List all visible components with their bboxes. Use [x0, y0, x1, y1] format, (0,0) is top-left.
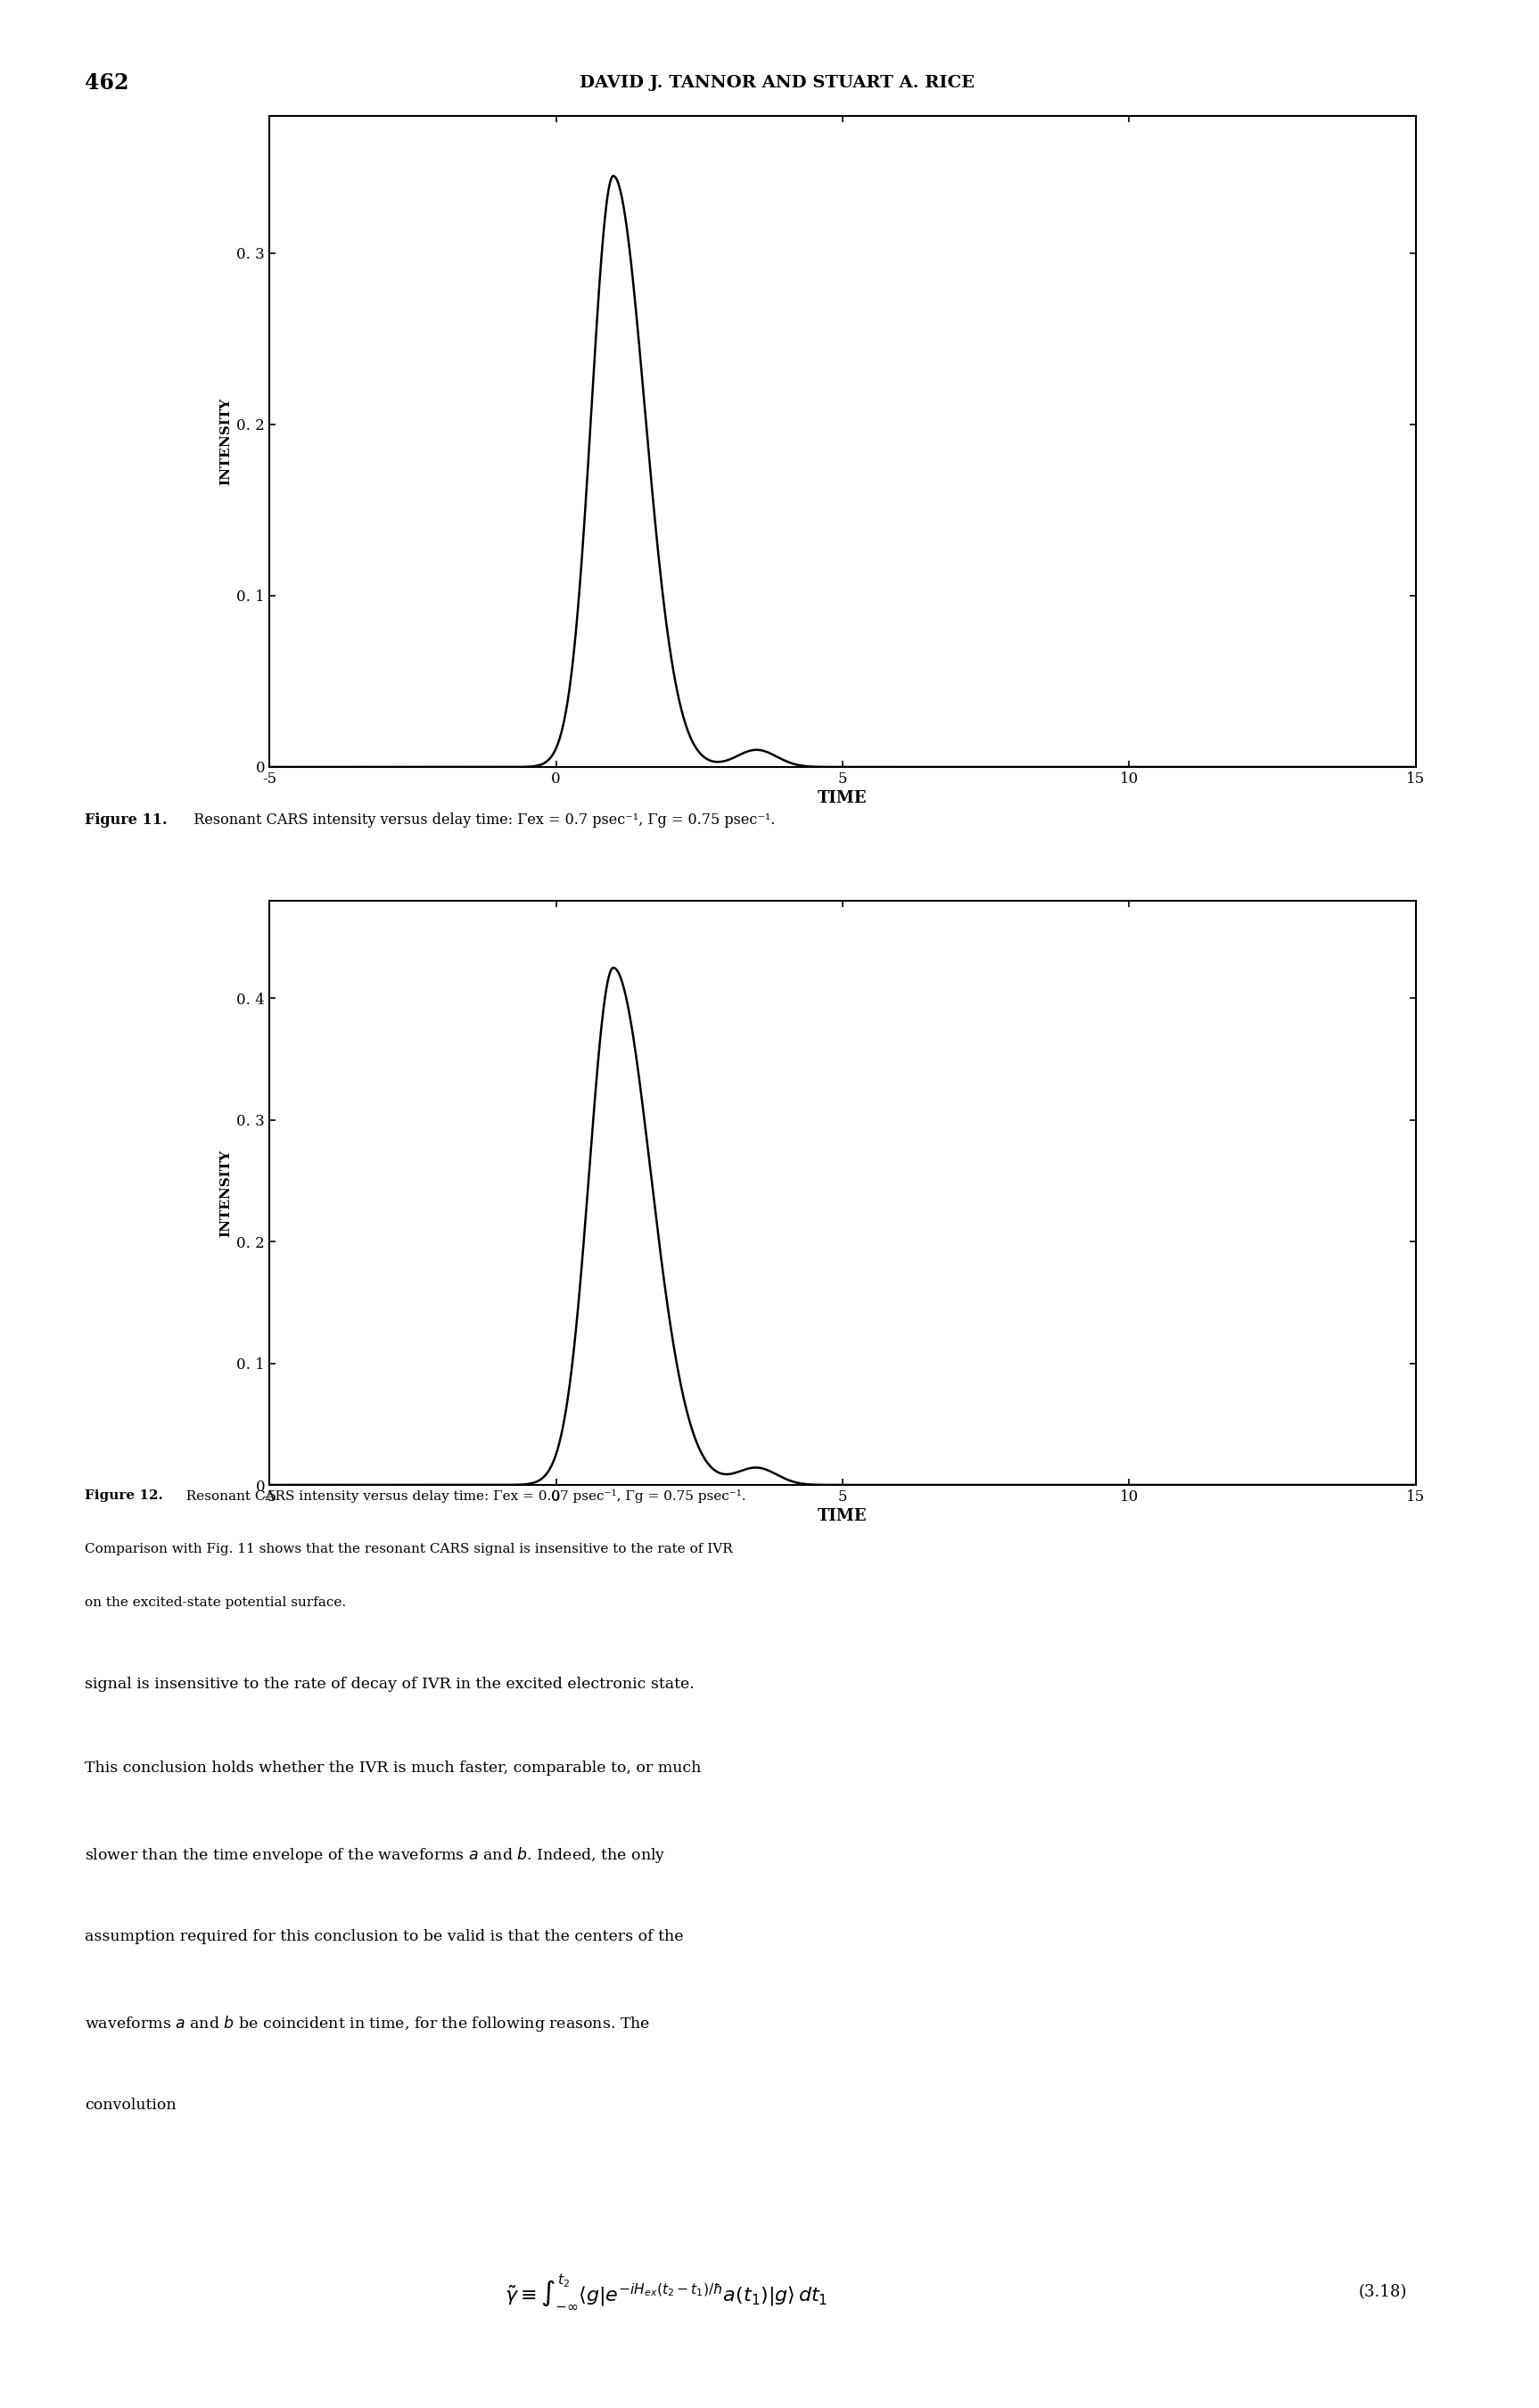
Text: Figure 11.: Figure 11.: [85, 814, 168, 828]
Y-axis label: INTENSITY: INTENSITY: [219, 1149, 232, 1238]
Text: Figure 12.: Figure 12.: [85, 1491, 163, 1503]
Text: signal is insensitive to the rate of decay of IVR in the excited electronic stat: signal is insensitive to the rate of dec…: [85, 1676, 694, 1693]
Text: waveforms $a$ and $b$ be coincident in time, for the following reasons. The: waveforms $a$ and $b$ be coincident in t…: [85, 2013, 649, 2032]
Text: Comparison with Fig. 11 shows that the resonant CARS signal is insensitive to th: Comparison with Fig. 11 shows that the r…: [85, 1544, 733, 1556]
Text: 462: 462: [85, 72, 129, 94]
Text: This conclusion holds whether the IVR is much faster, comparable to, or much: This conclusion holds whether the IVR is…: [85, 1760, 702, 1777]
Text: (3.18): (3.18): [1359, 2285, 1408, 2300]
Text: on the excited-state potential surface.: on the excited-state potential surface.: [85, 1597, 346, 1609]
Text: convolution: convolution: [85, 2097, 175, 2112]
Y-axis label: INTENSITY: INTENSITY: [219, 397, 232, 486]
X-axis label: TIME: TIME: [817, 1507, 868, 1524]
Text: $\tilde{\gamma} \equiv \int_{-\infty}^{t_2}\langle g | e^{-iH_{ex}(t_2-t_1)/\hba: $\tilde{\gamma} \equiv \int_{-\infty}^{t…: [505, 2273, 828, 2312]
Text: slower than the time envelope of the waveforms $a$ and $b$. Indeed, the only: slower than the time envelope of the wav…: [85, 1845, 665, 1864]
Text: DAVID J. TANNOR AND STUART A. RICE: DAVID J. TANNOR AND STUART A. RICE: [580, 75, 974, 92]
X-axis label: TIME: TIME: [817, 790, 868, 807]
Text: Resonant CARS intensity versus delay time: Γex = 0.7 psec⁻¹, Γg = 0.75 psec⁻¹.: Resonant CARS intensity versus delay tim…: [185, 814, 776, 828]
Text: Resonant CARS intensity versus delay time: Γex = 0.07 psec⁻¹, Γg = 0.75 psec⁻¹.: Resonant CARS intensity versus delay tim…: [177, 1491, 746, 1503]
Text: assumption required for this conclusion to be valid is that the centers of the: assumption required for this conclusion …: [85, 1929, 683, 1943]
